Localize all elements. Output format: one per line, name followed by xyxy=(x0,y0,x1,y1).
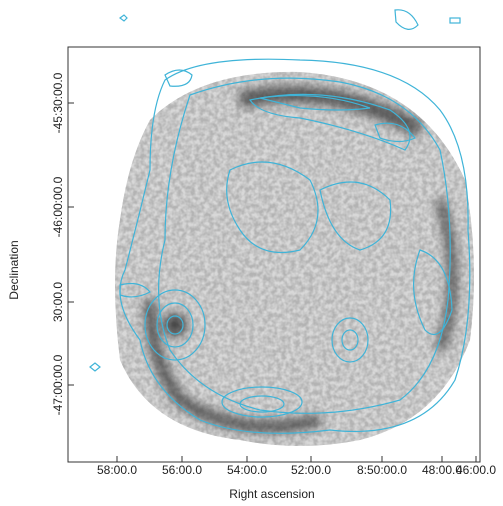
x-tick-label: 56:00.0 xyxy=(162,463,202,477)
x-tick-label: 52:00.0 xyxy=(291,463,331,477)
contours xyxy=(89,9,471,434)
y-tick-label: -47:00:00.0 xyxy=(51,354,65,415)
plot-frame xyxy=(67,46,481,463)
y-axis-label: Declination xyxy=(7,240,21,299)
x-tick-label: 48:00.0 xyxy=(422,463,462,477)
y-tick-label: -46:00:00.0 xyxy=(51,176,65,237)
x-axis-label: Right ascension xyxy=(229,487,314,501)
remnant-image xyxy=(115,71,474,446)
x-tick-label: 8:50:00.0 xyxy=(357,463,407,477)
y-tick-label: -45:30:00.0 xyxy=(51,72,65,133)
x-tick-label: 54:00.0 xyxy=(227,463,267,477)
x-tick-label: 46:00.0 xyxy=(456,463,496,477)
x-tick-label: 58:00.0 xyxy=(97,463,137,477)
y-tick-label: 30:00.0 xyxy=(51,282,65,322)
